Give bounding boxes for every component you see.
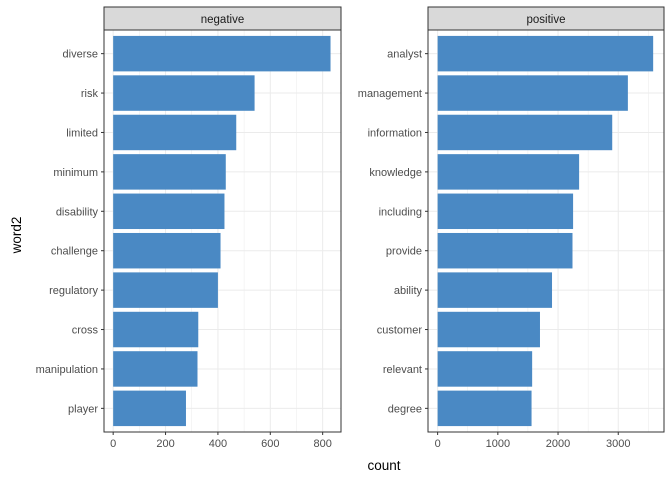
facet-strip-label: positive [527, 14, 566, 26]
y-tick-label: diverse [63, 49, 98, 61]
bar-including [437, 193, 574, 230]
y-tick-label: customer [377, 325, 423, 337]
bar-management [437, 75, 628, 111]
y-tick-label: management [358, 88, 422, 100]
y-axis-title: word2 [9, 217, 24, 255]
panel-negative: negative diverse risk limited minimum disabil… [36, 6, 342, 450]
bar-disability [113, 193, 225, 230]
panel-positive: positive analyst management information know… [358, 6, 665, 450]
bar-cross [113, 311, 199, 348]
x-tick-label: 0 [435, 438, 441, 450]
y-tick-label: challenge [51, 246, 98, 258]
y-tick-label: relevant [383, 364, 422, 376]
y-tick-label: information [368, 127, 422, 139]
y-tick-label: including [379, 206, 422, 218]
x-tick-label: 400 [209, 438, 227, 450]
x-tick-label: 600 [261, 438, 279, 450]
bar-knowledge [437, 154, 580, 190]
chart-panels: negative diverse risk limited minimum disabil… [36, 6, 665, 450]
bar-manipulation [113, 351, 198, 387]
x-tick-label: 3000 [606, 438, 630, 450]
x-axis-title: count [367, 458, 400, 473]
panel-border [427, 29, 665, 433]
y-tick-label: player [68, 403, 98, 415]
y-tick-label: minimum [53, 167, 98, 179]
x-tick-label: 800 [313, 438, 331, 450]
bar-minimum [113, 154, 226, 190]
facet-strip-label: negative [201, 14, 244, 26]
y-tick-label: degree [388, 403, 422, 415]
x-tick-label: 2000 [546, 438, 570, 450]
y-tick-label: limited [66, 127, 98, 139]
x-tick-label: 1000 [486, 438, 510, 450]
bar-degree [437, 390, 532, 427]
bar-challenge [113, 232, 221, 269]
bar-limited [113, 114, 237, 151]
x-tick-label: 0 [110, 438, 116, 450]
y-tick-label: analyst [387, 49, 422, 61]
panel-border [103, 29, 342, 433]
bar-provide [437, 232, 573, 269]
y-tick-label: risk [81, 88, 99, 100]
x-tick-label: 200 [156, 438, 174, 450]
y-tick-label: manipulation [36, 364, 98, 376]
bar-diverse [113, 35, 331, 72]
bar-regulatory [113, 272, 218, 308]
y-tick-label: provide [386, 246, 422, 258]
y-tick-label: regulatory [49, 285, 98, 297]
y-tick-label: knowledge [369, 167, 422, 179]
y-tick-label: disability [56, 206, 99, 218]
bar-customer [437, 311, 540, 348]
bar-information [437, 114, 613, 151]
bar-relevant [437, 351, 533, 387]
bar-player [113, 390, 186, 427]
bar-analyst [437, 35, 654, 72]
bar-ability [437, 272, 553, 308]
bar-risk [113, 75, 255, 111]
y-tick-label: cross [72, 325, 99, 337]
y-tick-label: ability [394, 285, 423, 297]
